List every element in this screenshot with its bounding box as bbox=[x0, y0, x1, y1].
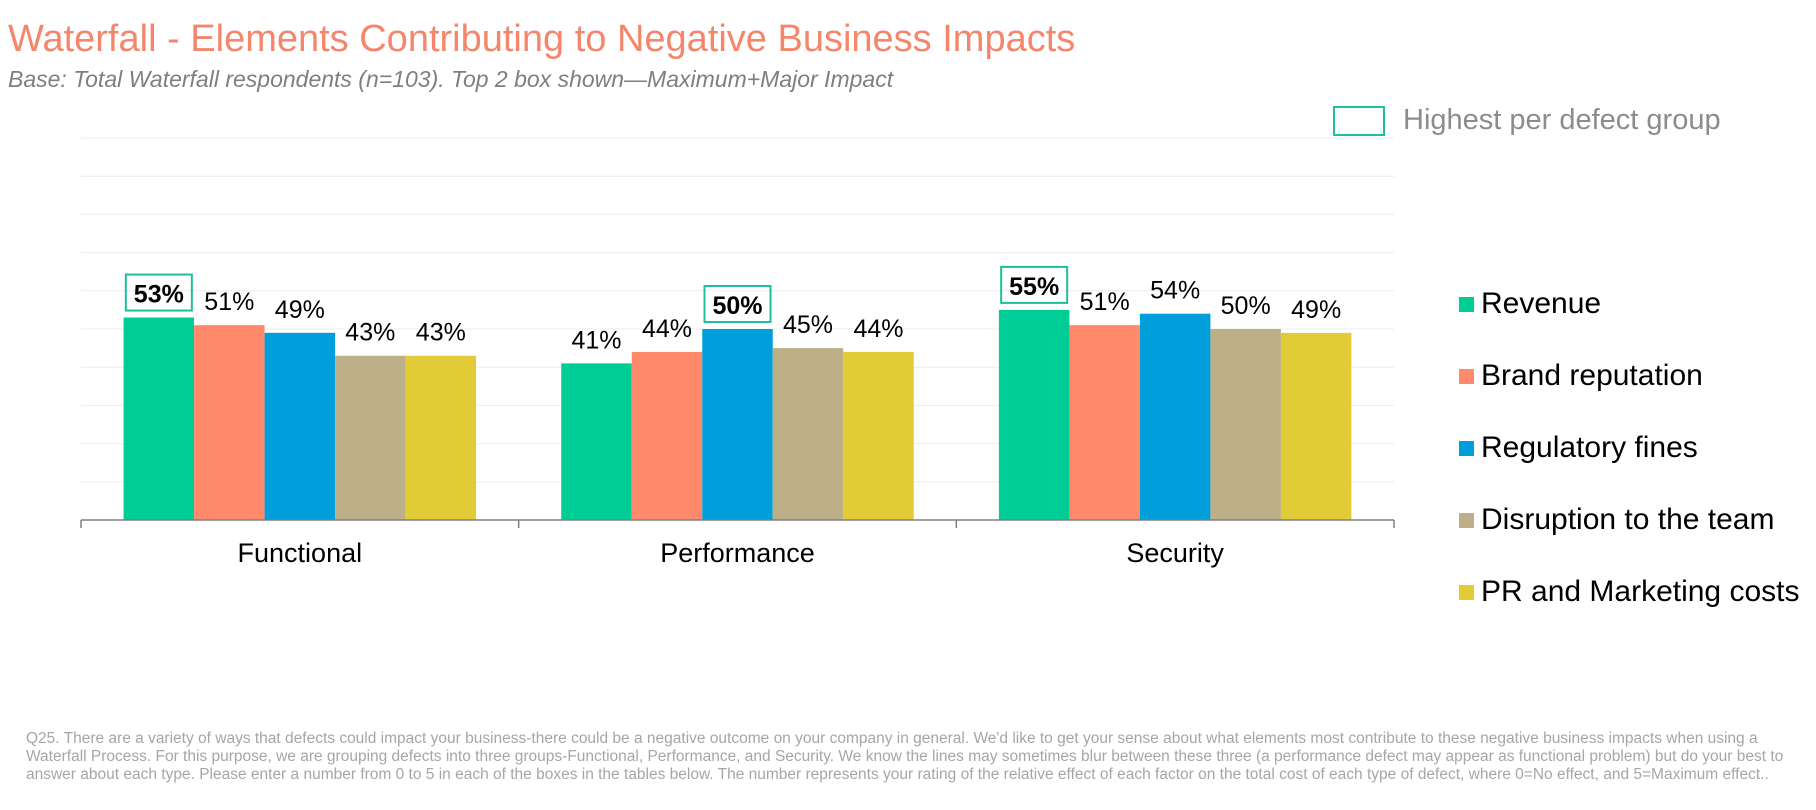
data-label: 50% bbox=[1221, 292, 1271, 320]
data-label: 43% bbox=[345, 319, 395, 347]
legend-label-disruption-to-the-team: Disruption to the team bbox=[1481, 503, 1775, 536]
legend-item-brand-reputation: Brand reputation bbox=[1459, 340, 1799, 412]
bar-regulatory-fines-performance bbox=[702, 329, 773, 520]
chart-title: Waterfall - Elements Contributing to Neg… bbox=[8, 18, 1076, 60]
highlight-legend-swatch bbox=[1333, 105, 1385, 136]
bar-revenue-performance bbox=[561, 363, 632, 520]
category-label-performance: Performance bbox=[660, 538, 815, 568]
bar-disruption-to-the-team-performance bbox=[772, 348, 844, 520]
legend-label-brand-reputation: Brand reputation bbox=[1481, 359, 1703, 392]
bar-brand-reputation-performance bbox=[631, 351, 703, 520]
bar-revenue-functional bbox=[123, 317, 195, 520]
highlight-box bbox=[703, 285, 772, 323]
legend-swatch-revenue bbox=[1459, 296, 1474, 312]
bar-regulatory-fines-functional bbox=[264, 332, 336, 520]
bar-disruption-to-the-team-security bbox=[1210, 329, 1281, 520]
legend-swatch-regulatory-fines bbox=[1459, 440, 1474, 456]
data-label: 54% bbox=[1150, 277, 1200, 305]
data-label: 44% bbox=[853, 315, 903, 343]
data-label: 50% bbox=[712, 292, 762, 320]
bar-brand-reputation-security bbox=[1069, 325, 1140, 520]
category-label-functional: Functional bbox=[238, 538, 363, 568]
data-label: 41% bbox=[571, 326, 621, 354]
bar-revenue-security bbox=[998, 309, 1070, 520]
legend-label-regulatory-fines: Regulatory fines bbox=[1481, 431, 1698, 464]
data-label: 45% bbox=[783, 311, 833, 339]
legend-swatch-pr-and-marketing-costs bbox=[1459, 584, 1474, 600]
bar-regulatory-fines-security bbox=[1139, 313, 1211, 520]
footnote: Q25. There are a variety of ways that de… bbox=[26, 730, 1784, 783]
legend-item-disruption-to-the-team: Disruption to the team bbox=[1459, 484, 1799, 556]
bar-pr-and-marketing-costs-performance bbox=[843, 351, 914, 520]
data-label: 44% bbox=[642, 315, 692, 343]
data-label: 43% bbox=[416, 319, 466, 347]
legend-swatch-disruption-to-the-team bbox=[1459, 512, 1474, 528]
bar-pr-and-marketing-costs-security bbox=[1280, 332, 1352, 520]
highlight-box bbox=[1000, 265, 1069, 304]
legend-swatch-brand-reputation bbox=[1459, 368, 1474, 384]
highlight-legend-label: Highest per defect group bbox=[1403, 104, 1721, 136]
bar-disruption-to-the-team-functional bbox=[335, 355, 406, 520]
data-label: 51% bbox=[1080, 288, 1130, 316]
highlight-box bbox=[124, 273, 193, 312]
chart-subtitle: Base: Total Waterfall respondents (n=103… bbox=[8, 66, 894, 92]
data-label: 55% bbox=[1009, 273, 1059, 301]
category-label-security: Security bbox=[1126, 538, 1224, 568]
legend-label-revenue: Revenue bbox=[1481, 287, 1602, 320]
legend-item-pr-and-marketing-costs: PR and Marketing costs bbox=[1459, 556, 1799, 628]
data-label: 49% bbox=[1291, 296, 1341, 324]
bar-pr-and-marketing-costs-functional bbox=[405, 355, 477, 520]
chart-legend: Revenue Brand reputation Regulatory fine… bbox=[1459, 268, 1799, 628]
highlight-legend: Highest per defect group bbox=[1333, 104, 1721, 137]
legend-item-regulatory-fines: Regulatory fines bbox=[1459, 412, 1799, 484]
data-label: 49% bbox=[275, 296, 325, 324]
legend-item-revenue: Revenue bbox=[1459, 268, 1799, 340]
data-label: 51% bbox=[204, 288, 254, 316]
bar-chart: 53% 51% 49% 43% 43% Functional 41% 44% 50% 45% 44%… bbox=[80, 137, 1395, 568]
legend-label-pr-and-marketing-costs: PR and Marketing costs bbox=[1481, 575, 1800, 608]
bar-brand-reputation-functional bbox=[194, 325, 265, 520]
data-label: 53% bbox=[134, 281, 184, 309]
